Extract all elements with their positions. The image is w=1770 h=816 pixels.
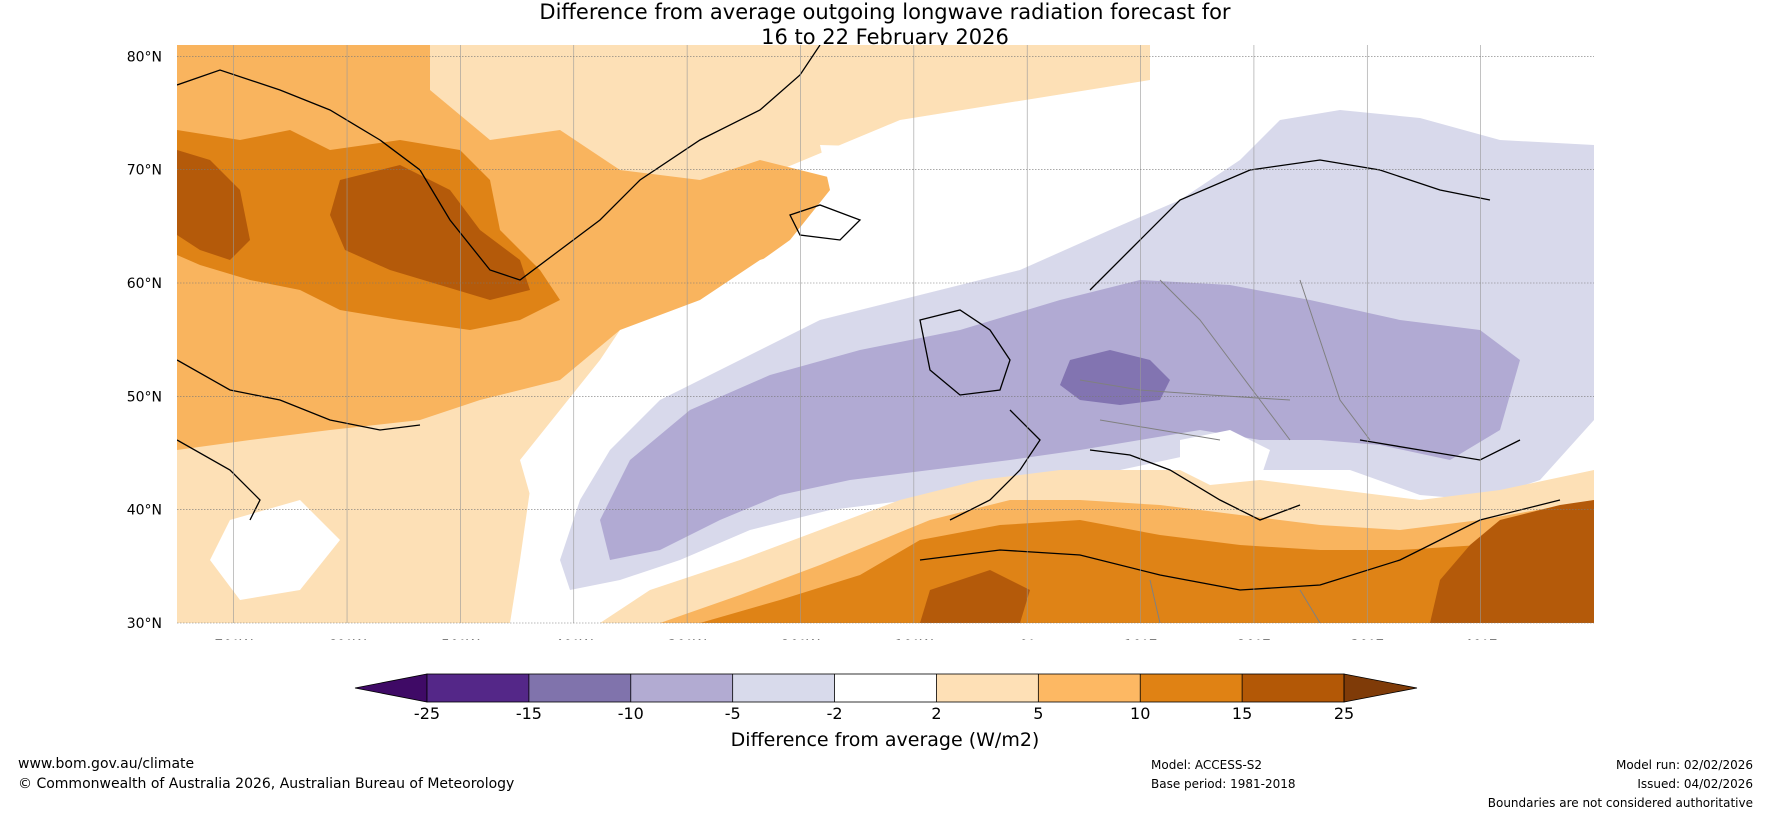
chart-title: Difference from average outgoing longwav… xyxy=(0,0,1770,50)
anomaly-area-white-north xyxy=(1130,75,1594,175)
coastlines xyxy=(177,45,1561,591)
map-fill-layer xyxy=(177,45,1594,623)
colorbar-extend-low xyxy=(354,673,428,703)
colorbar-bar xyxy=(354,673,1418,703)
colorbar-extend-high xyxy=(1343,673,1418,703)
disclaimer-text: Boundaries are not considered authoritat… xyxy=(1487,796,1753,810)
latitude-label: 60°N xyxy=(127,276,162,292)
colorbar-segment xyxy=(1038,674,1141,702)
latitude-labels: 80°N 70°N 60°N 50°N 40°N 30°N xyxy=(127,49,162,632)
anomaly-area-white-atlantic-sw xyxy=(210,500,340,600)
colorbar-tick-label: 2 xyxy=(931,704,941,723)
colorbar-segment xyxy=(834,674,937,702)
longitude-label: 40°W xyxy=(554,638,593,640)
longitude-label: 60°W xyxy=(328,638,367,640)
colorbar-segment xyxy=(528,674,631,702)
colorbar-segment xyxy=(936,674,1039,702)
longitude-label: 30°E xyxy=(1350,638,1384,640)
colorbar-tick-label: 25 xyxy=(1334,704,1354,723)
anomaly-map: 80°N 70°N 60°N 50°N 40°N 30°N 70°W 60°W 50°W 40°… xyxy=(127,45,1594,640)
colorbar-tick-label: -2 xyxy=(827,704,843,723)
longitude-labels: 70°W 60°W 50°W 40°W 30°W 20°W 10°W 0° 10°E 20°E 30… xyxy=(214,638,1497,640)
colorbar-segment xyxy=(1242,674,1344,702)
anomaly-area-white-band xyxy=(510,145,1130,623)
longitude-label: 20°W xyxy=(781,638,820,640)
longitude-label: 70°W xyxy=(214,638,253,640)
base-period-text: Base period: 1981-2018 xyxy=(1151,777,1296,791)
longitude-label: 10°W xyxy=(895,638,934,640)
colorbar-ticks: -25 -15 -10 -5 -2 2 5 10 15 25 xyxy=(414,704,1354,723)
latitude-label: 40°N xyxy=(127,503,162,519)
anomaly-area-neg-10-15 xyxy=(1060,350,1170,405)
anomaly-area-pos-15-25-greenland xyxy=(330,165,530,300)
colorbar-outline xyxy=(426,673,1345,703)
colorbar-tick-label: 10 xyxy=(1130,704,1150,723)
anomaly-area-white-balkans xyxy=(1180,430,1270,485)
colorbar-segment xyxy=(1140,674,1243,702)
colorbar-segment xyxy=(427,674,529,702)
longitude-label: 10°E xyxy=(1124,638,1158,640)
colorbar-segment xyxy=(630,674,733,702)
longitude-label: 0° xyxy=(1019,638,1035,640)
longitude-label: 20°E xyxy=(1237,638,1271,640)
copyright-text: © Commonwealth of Australia 2026, Austra… xyxy=(18,776,515,792)
colorbar-tick-label: -5 xyxy=(725,704,741,723)
colorbar-label: Difference from average (W/m2) xyxy=(731,729,1040,751)
anomaly-area-pos-15-25-labrador xyxy=(177,150,250,260)
anomaly-area-neg-5-10 xyxy=(600,280,1520,560)
map-gridlines xyxy=(177,45,1594,624)
anomaly-area-pos-15-25-morocco xyxy=(920,570,1030,623)
longitude-label: 50°W xyxy=(441,638,480,640)
longitude-label: 30°W xyxy=(668,638,707,640)
colorbar-segment xyxy=(732,674,835,702)
colorbar-tick-label: -15 xyxy=(516,704,542,723)
anomaly-area-pos-2-5-atlantic xyxy=(270,455,520,610)
country-borders xyxy=(1079,279,1371,623)
latitude-label: 50°N xyxy=(127,389,162,405)
anomaly-area-pos-15-25-south xyxy=(1430,500,1594,623)
latitude-label: 30°N xyxy=(127,616,162,632)
colorbar-tick-label: 5 xyxy=(1033,704,1043,723)
colorbar-tick-label: -25 xyxy=(414,704,440,723)
issued-text: Issued: 04/02/2026 xyxy=(1637,777,1753,791)
latitude-label: 70°N xyxy=(127,163,162,179)
model-text: Model: ACCESS-S2 xyxy=(1151,758,1263,772)
colorbar-tick-label: -10 xyxy=(618,704,644,723)
website-url[interactable]: www.bom.gov.au/climate xyxy=(18,756,195,772)
latitude-label: 80°N xyxy=(127,49,162,65)
colorbar-tick-label: 15 xyxy=(1232,704,1252,723)
title-line-1: Difference from average outgoing longwav… xyxy=(539,0,1231,24)
model-run-text: Model run: 02/02/2026 xyxy=(1615,758,1753,772)
longitude-label: 40°E xyxy=(1464,638,1498,640)
